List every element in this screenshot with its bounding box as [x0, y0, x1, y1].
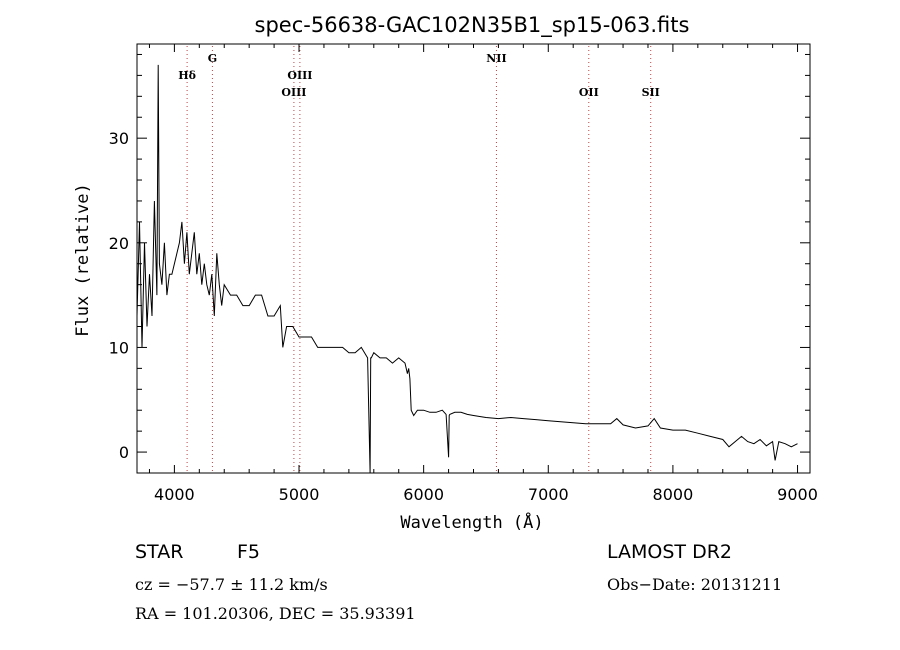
x-tick-label: 5000 — [279, 485, 320, 504]
line-marker-label: SII — [642, 86, 660, 99]
y-tick-label: 20 — [109, 234, 129, 253]
spectrum-line — [136, 64, 798, 474]
spectrum-series — [136, 64, 798, 474]
x-axis-label: Wavelength (Å) — [400, 511, 543, 533]
x-tick-label: 9000 — [777, 485, 818, 504]
y-tick-label: 0 — [119, 443, 129, 462]
line-marker-label: OII — [579, 86, 599, 99]
line-marker-label: G — [208, 52, 217, 65]
survey-label: LAMOST DR2 — [607, 541, 732, 563]
redshift-text: cz = −57.7 ± 11.2 km/s — [135, 575, 328, 594]
y-tick-label: 30 — [109, 129, 129, 148]
line-markers: Hδ G OIII OIII NII OII SII — [178, 46, 660, 471]
line-marker-label: Hδ — [178, 69, 196, 82]
obs-date-text: Obs−Date: 20131211 — [607, 575, 783, 594]
plot-frame — [136, 43, 811, 474]
x-tick-label: 8000 — [653, 485, 694, 504]
line-marker-label: OIII — [281, 86, 306, 99]
y-axis-label: Flux (relative) — [73, 183, 93, 337]
line-marker-label: NII — [486, 52, 506, 65]
y-axis-ticks: 0 10 20 30 — [109, 53, 810, 462]
radec-text: RA = 101.20306, DEC = 35.93391 — [135, 604, 416, 623]
x-tick-label: 4000 — [154, 485, 195, 504]
class-label: STAR — [135, 541, 184, 563]
x-axis-ticks: 4000 5000 6000 7000 8000 9000 — [148, 44, 818, 504]
x-tick-label: 7000 — [528, 485, 569, 504]
line-marker-label: OIII — [287, 69, 312, 82]
subclass-label: F5 — [237, 541, 261, 563]
y-tick-label: 10 — [109, 338, 129, 357]
chart-title: spec-56638-GAC102N35B1_sp15-063.fits — [255, 13, 690, 38]
x-tick-label: 6000 — [403, 485, 444, 504]
